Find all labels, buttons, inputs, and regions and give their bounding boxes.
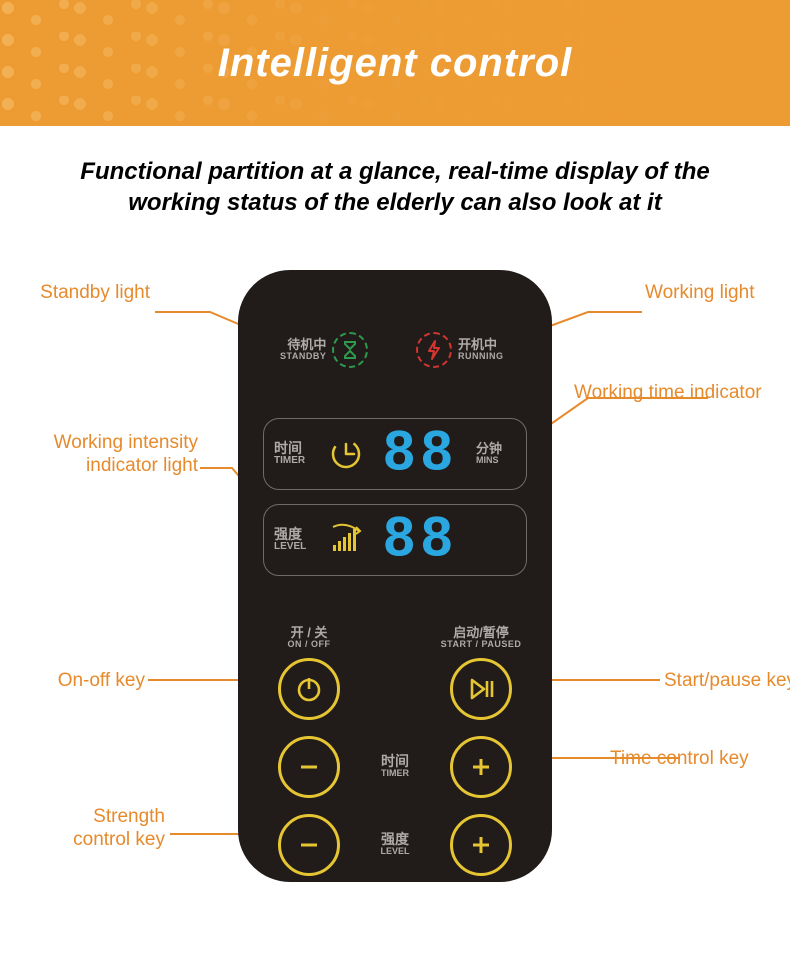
startpause-label-en: START / PAUSED xyxy=(426,640,536,649)
level-display-label: 强度 LEVEL xyxy=(274,527,322,552)
timer-mid-cn: 时间 xyxy=(381,753,409,769)
timer-label-en: TIMER xyxy=(274,456,322,467)
plus-icon xyxy=(467,753,495,781)
control-panel: 待机中 STANDBY 开机中 RUNNING 时间 TIMER xyxy=(238,270,552,882)
callout-time-indicator: Working time indicator xyxy=(574,382,790,405)
onoff-button-label: 开 / 关 ON / OFF xyxy=(254,626,364,649)
onoff-label-cn: 开 / 关 xyxy=(291,625,328,640)
minus-icon xyxy=(295,831,323,859)
banner-title: Intelligent control xyxy=(0,0,790,126)
level-minus-button[interactable] xyxy=(278,814,340,876)
timer-display: 时间 TIMER 88 分钟 MINS xyxy=(263,418,527,490)
level-label-en: LEVEL xyxy=(274,542,322,553)
onoff-label-en: ON / OFF xyxy=(254,640,364,649)
standby-indicator: 待机中 STANDBY xyxy=(280,332,368,368)
running-label-en: RUNNING xyxy=(458,352,504,361)
callout-time-key: Time control key xyxy=(610,748,790,771)
hourglass-icon xyxy=(332,332,368,368)
power-icon xyxy=(294,674,324,704)
callout-startpause-key: Start/pause key xyxy=(664,670,790,693)
plus-icon xyxy=(467,831,495,859)
callout-working-light: Working light xyxy=(645,282,790,305)
startpause-label-cn: 启动/暂停 xyxy=(453,625,509,640)
level-display: 强度 LEVEL 88 xyxy=(263,504,527,576)
power-button[interactable] xyxy=(278,658,340,720)
signal-bars-icon xyxy=(326,520,366,560)
page-subtitle: Functional partition at a glance, real-t… xyxy=(40,156,750,218)
minus-icon xyxy=(295,753,323,781)
startpause-button-label: 启动/暂停 START / PAUSED xyxy=(426,626,536,649)
standby-label-en: STANDBY xyxy=(280,352,326,361)
level-label-cn: 强度 xyxy=(274,526,302,542)
running-label: 开机中 RUNNING xyxy=(458,338,504,361)
timer-mid-label: 时间 TIMER xyxy=(365,754,425,778)
mins-label-en: MINS xyxy=(476,456,516,465)
running-indicator: 开机中 RUNNING xyxy=(416,332,504,368)
level-plus-button[interactable] xyxy=(450,814,512,876)
standby-label: 待机中 STANDBY xyxy=(280,338,326,361)
mins-label: 分钟 MINS xyxy=(476,442,516,465)
callout-standby-light: Standby light xyxy=(0,282,150,305)
level-mid-cn: 强度 xyxy=(381,831,409,847)
timer-plus-button[interactable] xyxy=(450,736,512,798)
diagram-stage: Standby light Working intensity indicato… xyxy=(0,260,790,940)
start-pause-button[interactable] xyxy=(450,658,512,720)
play-pause-icon xyxy=(466,674,496,704)
timer-mid-en: TIMER xyxy=(365,769,425,778)
level-digits: 88 xyxy=(370,506,470,573)
timer-display-label: 时间 TIMER xyxy=(274,441,322,466)
lightning-icon xyxy=(416,332,452,368)
clock-icon xyxy=(326,434,366,474)
level-mid-en: LEVEL xyxy=(365,847,425,856)
timer-label-cn: 时间 xyxy=(274,440,302,456)
banner: Intelligent control xyxy=(0,0,790,126)
timer-minus-button[interactable] xyxy=(278,736,340,798)
callout-strength-key: Strength control key xyxy=(0,806,165,852)
callout-intensity-light: Working intensity indicator light xyxy=(0,432,198,478)
timer-digits: 88 xyxy=(370,420,470,487)
level-mid-label: 强度 LEVEL xyxy=(365,832,425,856)
callout-onoff-key: On-off key xyxy=(0,670,145,693)
